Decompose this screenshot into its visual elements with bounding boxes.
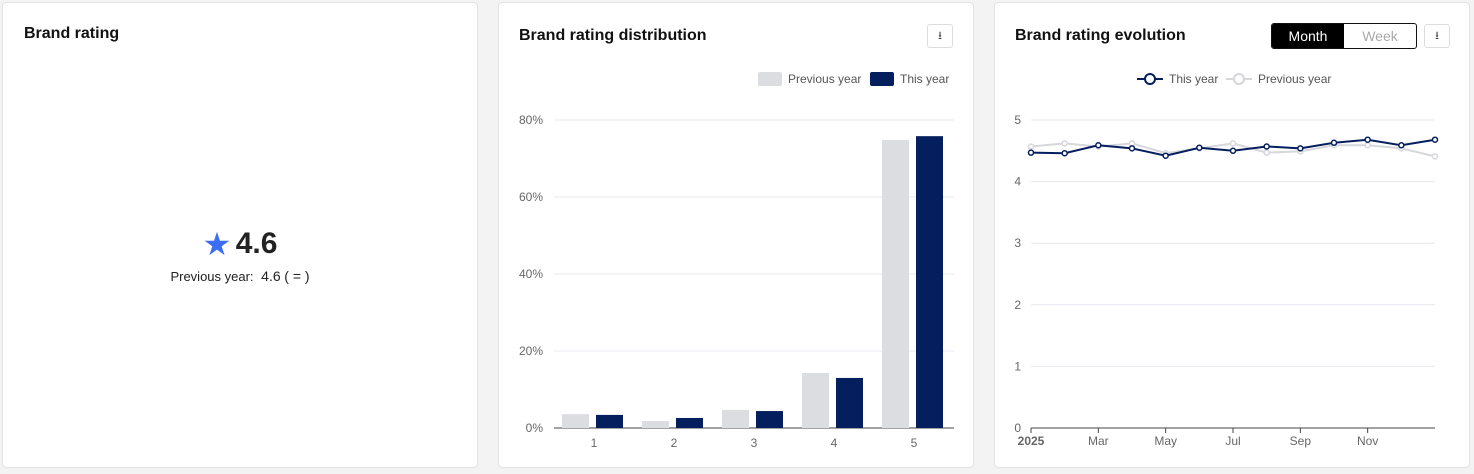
data-point — [1364, 136, 1371, 143]
data-point — [1263, 143, 1270, 150]
download-button[interactable]: ⭳ — [1424, 24, 1450, 48]
x-tick-label: 2025 — [1018, 434, 1045, 448]
period-toggle: Month Week — [1271, 23, 1417, 49]
data-point — [1128, 145, 1136, 152]
brand-rating-card: Brand rating ★ 4.6 Previous year: 4.6 ( … — [2, 2, 478, 468]
y-tick-label: 60% — [519, 190, 543, 204]
toggle-week[interactable]: Week — [1362, 28, 1398, 44]
legend-label: Previous year — [1258, 72, 1332, 86]
y-tick-label: 4 — [1014, 175, 1021, 189]
prev-label: Previous year: — [170, 269, 254, 284]
bar-this-year — [756, 411, 783, 428]
x-tick-label: 5 — [911, 436, 918, 450]
x-tick-label: 2 — [671, 436, 678, 450]
bar-this-year — [596, 414, 623, 428]
toggle-month[interactable]: Month — [1272, 24, 1344, 48]
legend-this[interactable]: This year — [1137, 72, 1218, 86]
x-tick-label: 4 — [831, 436, 838, 450]
y-tick-label: 2 — [1014, 298, 1021, 312]
data-point — [1364, 142, 1371, 149]
change-indicator: ( = ) — [284, 268, 310, 284]
x-tick-label: Mar — [1088, 434, 1109, 448]
card-title: Brand rating evolution — [1015, 27, 1186, 44]
y-tick-label: 20% — [519, 344, 543, 358]
bar-previous-year — [722, 409, 749, 428]
bar-this-year — [916, 136, 943, 429]
y-tick-label: 3 — [1014, 236, 1021, 250]
download-icon: ⭳ — [938, 29, 942, 42]
data-point — [1196, 144, 1203, 151]
evolution-card: Brand rating evolution Month Week ⭳ This… — [994, 2, 1470, 468]
y-tick-label: 1 — [1014, 359, 1021, 373]
line-chart: 0 1 2 3 4 5 2025 Mar May Jul Sep Nov — [1014, 113, 1439, 448]
prev-value: 4.6 — [261, 268, 281, 284]
bar-this-year — [836, 377, 863, 428]
x-tick-label: 1 — [591, 436, 598, 450]
distribution-card: Brand rating distribution ⭳ Previous yea… — [498, 2, 974, 468]
y-tick-label: 5 — [1014, 113, 1021, 127]
legend-previous[interactable]: Previous year — [1226, 72, 1331, 86]
x-tick-label: May — [1154, 434, 1177, 448]
legend-previous[interactable]: Previous year — [758, 72, 861, 86]
bar-chart: 0% 20% 40% 60% 80% 1 2 3 4 5 — [519, 113, 954, 450]
bar-previous-year — [642, 421, 669, 428]
data-point — [1061, 140, 1068, 147]
x-tick-label: Jul — [1225, 434, 1240, 448]
card-title: Brand rating — [24, 25, 120, 42]
data-point — [1229, 140, 1237, 147]
y-tick-label: 40% — [519, 267, 543, 281]
data-point — [1027, 143, 1035, 150]
data-point — [1431, 136, 1439, 143]
download-icon: ⭳ — [1435, 29, 1439, 42]
bar-previous-year — [562, 414, 589, 428]
rating-value: 4.6 — [235, 227, 278, 260]
rating-display: ★ 4.6 — [3, 225, 477, 263]
data-point — [1297, 145, 1304, 152]
download-button[interactable]: ⭳ — [927, 24, 953, 48]
bar-previous-year — [802, 372, 829, 428]
bar-this-year — [676, 417, 703, 428]
card-title: Brand rating distribution — [519, 27, 707, 44]
y-tick-label: 80% — [519, 113, 543, 127]
data-point — [1229, 147, 1237, 155]
data-point — [1263, 149, 1270, 156]
star-icon: ★ — [202, 226, 232, 262]
data-point — [1162, 152, 1169, 159]
legend-label: Previous year — [788, 72, 862, 86]
data-point — [1431, 153, 1439, 160]
y-tick-label: 0% — [526, 421, 544, 435]
x-tick-label: Sep — [1290, 434, 1312, 448]
bar-previous-year — [882, 140, 909, 428]
data-point — [1398, 142, 1405, 149]
x-tick-label: 3 — [751, 436, 758, 450]
data-point — [1061, 150, 1068, 157]
data-point — [1095, 142, 1102, 149]
x-tick-label: Nov — [1357, 434, 1378, 448]
legend-this[interactable]: This year — [870, 72, 949, 86]
legend-label: This year — [1169, 72, 1219, 86]
legend-label: This year — [900, 72, 950, 86]
data-point — [1330, 139, 1338, 147]
previous-year-rating: Previous year: 4.6 ( = ) — [3, 268, 477, 284]
y-tick-label: 0 — [1014, 421, 1021, 435]
data-point — [1027, 149, 1035, 156]
